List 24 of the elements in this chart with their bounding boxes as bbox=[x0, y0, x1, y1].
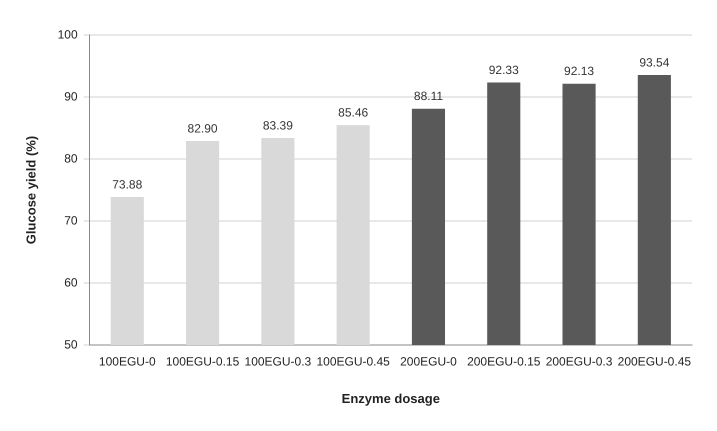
y-tick-label: 100 bbox=[58, 27, 78, 42]
data-label: 82.90 bbox=[188, 121, 218, 136]
x-axis-title: Enzyme dosage bbox=[342, 390, 440, 406]
x-tick-label: 200EGU-0.3 bbox=[546, 354, 613, 369]
y-tick-label: 50 bbox=[64, 337, 78, 352]
y-tick-label: 70 bbox=[64, 213, 78, 228]
data-label: 88.11 bbox=[414, 89, 444, 104]
y-tick-label: 80 bbox=[64, 151, 78, 166]
data-label: 92.13 bbox=[564, 64, 594, 78]
x-tick-label: 100EGU-0.45 bbox=[316, 354, 390, 369]
data-label: 85.46 bbox=[338, 105, 368, 120]
x-tick-label: 100EGU-0 bbox=[98, 354, 156, 369]
y-tick-label: 90 bbox=[64, 89, 78, 104]
x-tick-label: 100EGU-0.3 bbox=[244, 354, 312, 369]
x-tick-label: 100EGU-0.15 bbox=[166, 354, 240, 369]
x-tick-label: 200EGU-0 bbox=[400, 354, 458, 369]
data-label: 73.88 bbox=[112, 177, 143, 192]
x-tick-label: 200EGU-0.45 bbox=[618, 354, 692, 369]
data-label: 93.54 bbox=[639, 55, 670, 70]
data-label: 92.33 bbox=[488, 62, 520, 77]
y-tick-label: 60 bbox=[64, 275, 78, 290]
data-label: 83.39 bbox=[262, 118, 294, 132]
x-tick-label: 200EGU-0.15 bbox=[467, 354, 541, 369]
y-axis-title: Glucose yield (%) bbox=[23, 136, 38, 244]
